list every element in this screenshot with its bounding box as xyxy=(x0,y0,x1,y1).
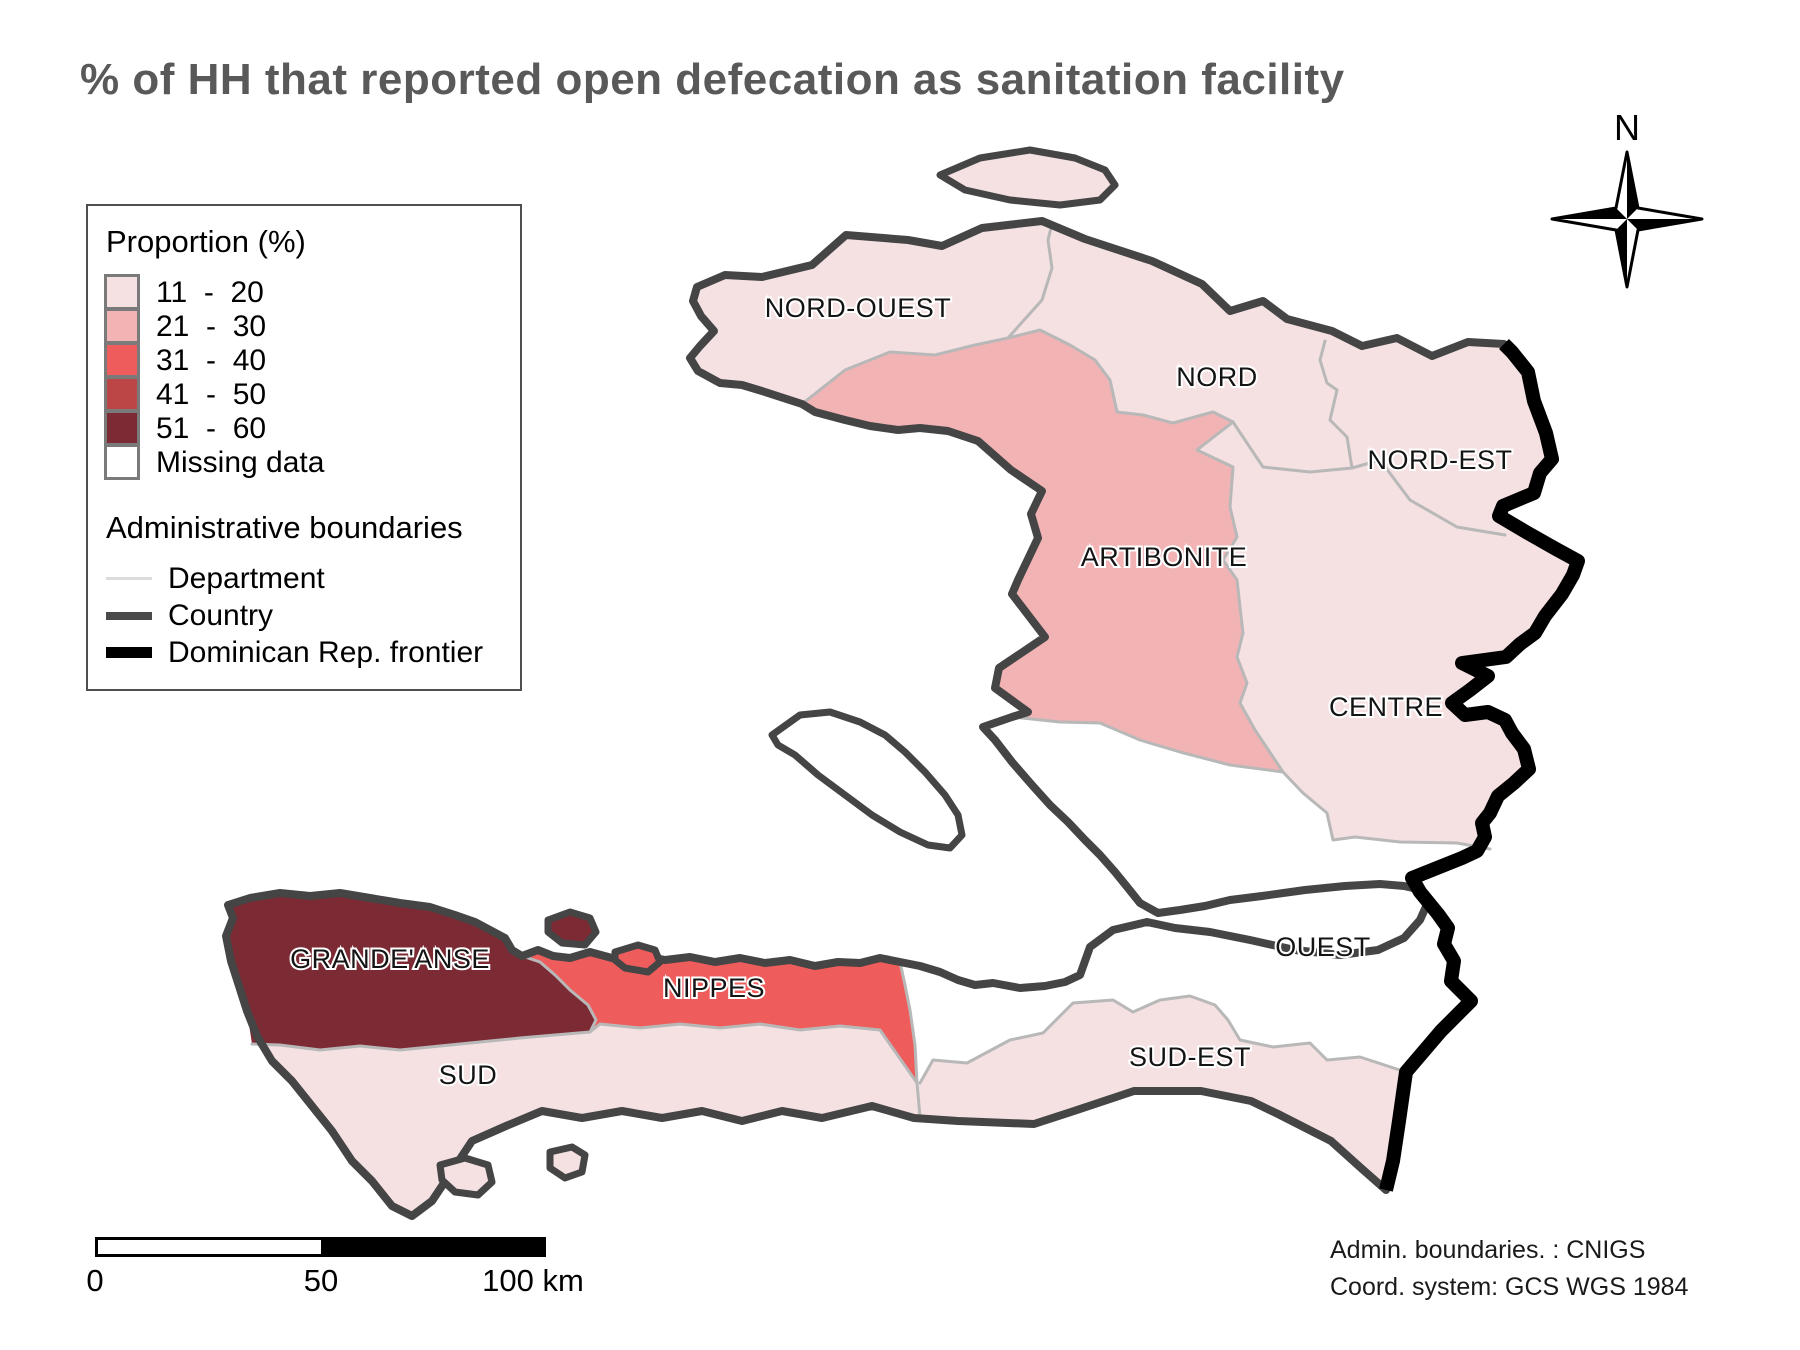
island-gonave xyxy=(768,708,966,852)
region-grande-anse xyxy=(226,893,596,1050)
map-legend: Proportion (%) 11 - 20 21 - 30 31 - 40 4… xyxy=(86,204,522,691)
swatch-label: 11 - 20 xyxy=(156,276,264,309)
swatch-label: 31 - 40 xyxy=(156,344,267,377)
label-sud: SUD xyxy=(439,1060,498,1090)
swatch-51-60 xyxy=(104,409,140,446)
department-line-icon xyxy=(106,577,152,580)
legend-boundary-list: Department Country Dominican Rep. fronti… xyxy=(104,560,504,671)
island-tortue xyxy=(936,146,1119,209)
label-artibonite: ARTIBONITE xyxy=(1081,542,1248,572)
legend-boundaries-title: Administrative boundaries xyxy=(106,510,463,545)
label-centre: CENTRE xyxy=(1329,692,1443,722)
swatch-label: 51 - 60 xyxy=(156,412,267,445)
frontier-line-icon xyxy=(106,647,152,658)
scale-label-100: 100 km xyxy=(482,1263,584,1298)
swatch-31-40 xyxy=(104,341,140,378)
legend-class-list: 11 - 20 21 - 30 31 - 40 41 - 50 51 - 60 … xyxy=(104,273,504,480)
label-nord-ouest: NORD-OUEST xyxy=(765,293,952,323)
label-grande-anse: GRANDE'ANSE xyxy=(290,944,490,974)
legend-boundary-row: Dominican Rep. frontier xyxy=(104,634,504,671)
credit-line-boundaries: Admin. boundaries. : CNIGS xyxy=(1330,1236,1646,1264)
region-artibonite xyxy=(802,330,1283,772)
page-title: % of HH that reported open defecation as… xyxy=(80,55,1345,104)
legend-class-row: 31 - 40 xyxy=(104,341,504,378)
scale-label-0: 0 xyxy=(86,1263,104,1298)
island-south-islet xyxy=(546,1143,589,1182)
swatch-label: Missing data xyxy=(156,446,325,479)
dominican-republic-frontier xyxy=(1379,339,1585,1192)
island-a-vache xyxy=(436,1154,496,1199)
swatch-missing-data xyxy=(104,443,140,480)
north-arrow: N xyxy=(1550,107,1704,289)
label-nord-est: NORD-EST xyxy=(1368,445,1513,475)
north-arrow-label: N xyxy=(1614,107,1640,148)
department-labels: NORD-OUEST NORD NORD-EST ARTIBONITE CENT… xyxy=(288,291,1514,1092)
legend-boundary-row: Department xyxy=(104,560,504,597)
swatch-41-50 xyxy=(104,375,140,412)
island-grande-anse-islet xyxy=(544,908,600,949)
islands xyxy=(436,146,1119,1199)
boundary-label: Country xyxy=(168,598,274,632)
country-line-icon xyxy=(106,611,152,620)
map-credits: Admin. boundaries. : CNIGS Coord. system… xyxy=(1330,1232,1688,1306)
label-ouest: OUEST xyxy=(1275,932,1371,962)
swatch-21-30 xyxy=(104,307,140,344)
swatch-label: 41 - 50 xyxy=(156,378,267,411)
credit-line-coord-system: Coord. system: GCS WGS 1984 xyxy=(1330,1273,1689,1301)
legend-class-row: Missing data xyxy=(104,443,504,480)
region-ouest xyxy=(900,717,1490,1083)
legend-boundary-row: Country xyxy=(104,597,504,634)
scale-bar-filled-half xyxy=(320,1240,543,1254)
label-sud-est: SUD-EST xyxy=(1129,1042,1251,1072)
scale-label-50: 50 xyxy=(303,1263,339,1298)
region-nippes xyxy=(522,950,917,1083)
legend-class-row: 11 - 20 xyxy=(104,273,504,310)
swatch-11-20 xyxy=(104,273,140,310)
legend-class-row: 21 - 30 xyxy=(104,307,504,344)
legend-proportion-title: Proportion (%) xyxy=(106,224,306,259)
department-boundaries xyxy=(250,222,1507,1119)
label-nord: NORD xyxy=(1176,362,1258,392)
boundary-label: Department xyxy=(168,561,325,595)
swatch-label: 21 - 30 xyxy=(156,310,267,343)
legend-class-row: 41 - 50 xyxy=(104,375,504,412)
label-nippes: NIPPES xyxy=(663,973,765,1003)
scale-bar xyxy=(95,1237,546,1257)
island-nippes-islet xyxy=(611,941,664,976)
legend-class-row: 51 - 60 xyxy=(104,409,504,446)
boundary-label: Dominican Rep. frontier xyxy=(168,635,484,669)
